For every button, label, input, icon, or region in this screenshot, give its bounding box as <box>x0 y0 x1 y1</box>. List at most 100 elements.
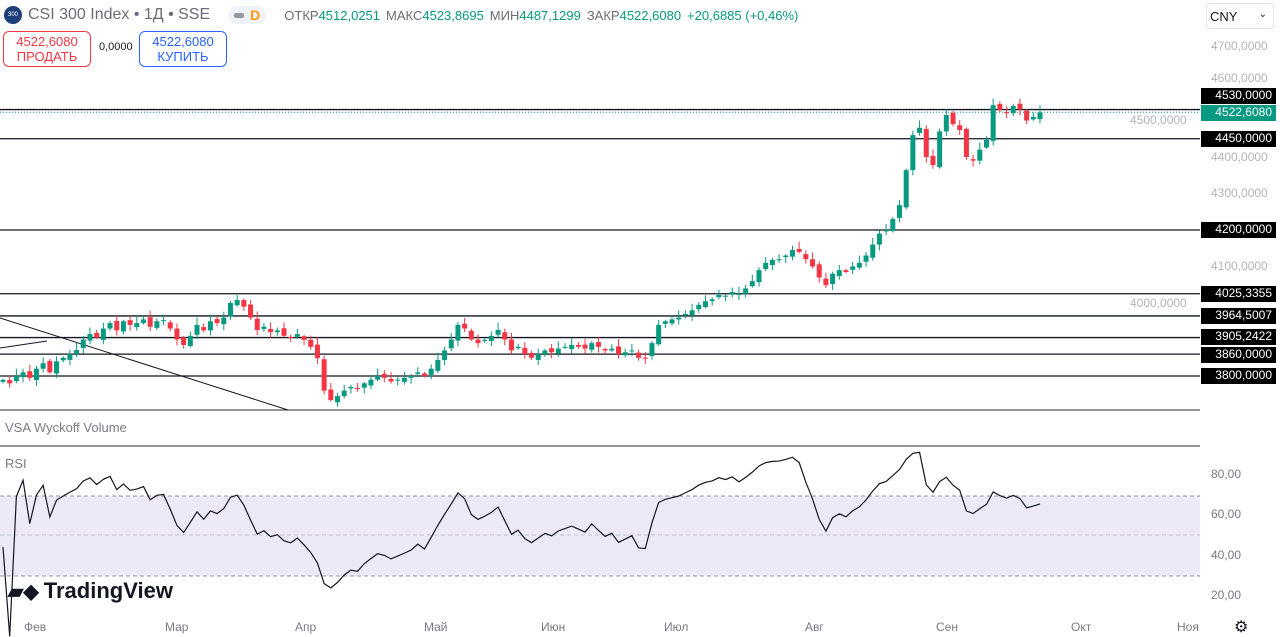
level-label: 3860,0000 <box>1201 347 1276 363</box>
candle <box>843 268 849 274</box>
time-tick: Май <box>424 620 448 634</box>
candle <box>769 257 775 271</box>
candle <box>502 328 508 346</box>
rsi-tick: 40,00 <box>1211 548 1242 562</box>
candle <box>997 101 1003 113</box>
vsa-indicator-label[interactable]: VSA Wyckoff Volume <box>5 420 127 435</box>
currency-select[interactable]: CNY ⌄ <box>1206 3 1274 29</box>
candle-body <box>575 344 581 347</box>
candle-body <box>181 337 187 345</box>
candle-body <box>843 270 849 272</box>
candle-body <box>816 264 822 278</box>
candle-body <box>475 339 481 344</box>
candle <box>682 310 688 319</box>
candle-body <box>281 328 287 336</box>
candle-body <box>388 378 394 382</box>
tradingview-logo[interactable]: ▰◆ TradingView <box>8 578 173 604</box>
candle-body <box>1017 103 1023 110</box>
candle-body <box>308 339 314 347</box>
market-status-pill[interactable]: D <box>228 6 267 24</box>
symbol-title[interactable]: CSI 300 Index • 1Д • SSE <box>28 6 211 23</box>
candle <box>355 382 361 392</box>
candle-body <box>1010 105 1016 114</box>
candle <box>1037 105 1043 124</box>
rsi-indicator-label[interactable]: RSI <box>5 456 27 471</box>
candle-body <box>689 310 695 316</box>
candle-body <box>1030 116 1036 120</box>
candle <box>595 336 601 353</box>
candle-body <box>194 324 200 335</box>
candle <box>74 342 80 358</box>
candle-body <box>876 233 882 245</box>
candle-body <box>114 320 120 331</box>
candle-body <box>174 328 180 340</box>
candle-body <box>589 343 595 350</box>
open-label: ОТКР <box>284 7 319 23</box>
candle <box>301 334 307 345</box>
candle-body <box>890 219 896 232</box>
buy-button[interactable]: 4522,6080 КУПИТЬ <box>139 31 227 67</box>
candle-body <box>448 339 454 349</box>
candle-body <box>214 319 220 324</box>
candle <box>930 149 936 169</box>
candle-body <box>187 335 193 347</box>
candle <box>314 337 320 364</box>
change-value: +20,6885 (+0,46%) <box>687 7 799 23</box>
candle <box>381 370 387 383</box>
candle-body <box>227 303 233 317</box>
candle <box>836 265 842 280</box>
candle-body <box>883 230 889 232</box>
trendline[interactable] <box>0 317 289 411</box>
candle-body <box>301 336 307 340</box>
candle <box>602 347 608 355</box>
sell-button[interactable]: 4522,6080 ПРОДАТЬ <box>3 31 91 67</box>
candle-body <box>428 368 434 375</box>
candle <box>67 349 73 366</box>
candle-body <box>361 383 367 388</box>
candle <box>1017 98 1023 116</box>
candle-body <box>207 321 213 331</box>
candle <box>80 335 86 354</box>
candle-body <box>54 361 60 374</box>
candle-body <box>482 339 488 341</box>
candle-body <box>716 294 722 298</box>
brand-name: TradingView <box>43 578 173 603</box>
level-label: 4450,0000 <box>1201 130 1276 147</box>
candle-body <box>836 270 842 276</box>
candle <box>33 365 39 386</box>
candle-body <box>990 105 996 141</box>
level-label: 4530,0000 <box>1201 88 1276 104</box>
candle <box>154 318 160 331</box>
candle <box>395 376 401 386</box>
candle <box>475 334 481 348</box>
candle <box>917 120 923 136</box>
candle-body <box>736 293 742 295</box>
trendline[interactable] <box>0 340 48 349</box>
candle-body <box>107 323 113 329</box>
candle-body <box>629 350 635 352</box>
candle <box>542 348 548 358</box>
settings-gear-icon[interactable]: ⚙ <box>1234 619 1249 636</box>
candle <box>950 110 956 127</box>
candle <box>161 314 167 326</box>
candle-body <box>582 344 588 349</box>
candle-body <box>268 328 274 333</box>
candle <box>100 322 106 345</box>
candle-body <box>341 390 347 397</box>
candle <box>890 216 896 233</box>
candle <box>622 348 628 358</box>
price-chart[interactable] <box>0 0 1200 637</box>
candle <box>676 310 682 325</box>
candle-body <box>1024 110 1030 121</box>
candle-body <box>355 388 361 390</box>
candle-body <box>100 328 106 340</box>
candle <box>448 332 454 352</box>
candle <box>388 372 394 384</box>
candle <box>629 343 635 357</box>
candle <box>0 378 6 384</box>
candle-body <box>134 323 140 328</box>
candle <box>495 322 501 338</box>
candle-body <box>375 376 381 380</box>
candle <box>535 348 541 366</box>
candle <box>816 261 822 283</box>
